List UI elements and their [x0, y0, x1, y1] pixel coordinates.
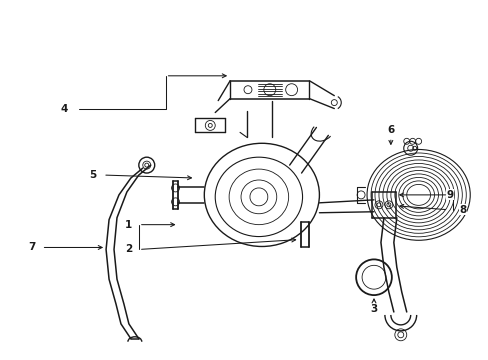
- Text: 7: 7: [28, 243, 35, 252]
- Text: 1: 1: [125, 220, 132, 230]
- Text: 4: 4: [61, 104, 68, 113]
- Text: 3: 3: [369, 304, 377, 314]
- Text: 9: 9: [446, 190, 453, 200]
- Text: 5: 5: [89, 170, 97, 180]
- Text: 2: 2: [125, 244, 132, 255]
- Text: 8: 8: [459, 205, 466, 215]
- Text: 6: 6: [386, 125, 394, 135]
